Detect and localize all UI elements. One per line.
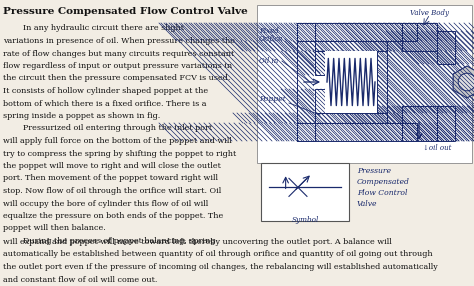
Bar (315, 89, 325, 113)
Text: variations in presence of oil. When pressure changes the: variations in presence of oil. When pres… (3, 37, 235, 45)
Text: stop. Now flow of oil through the orifice will start. Oil: stop. Now flow of oil through the orific… (3, 187, 221, 195)
Text: automatically be established between quantity of oil through orifice and quantit: automatically be established between qua… (3, 251, 433, 259)
Text: Pressurized oil entering through the inlet port: Pressurized oil entering through the inl… (3, 124, 212, 132)
Text: Fixed: Fixed (259, 27, 279, 35)
Polygon shape (453, 66, 474, 98)
Bar (261, 163, 349, 221)
Text: During the process of poppet balancing, spring: During the process of poppet balancing, … (3, 237, 215, 245)
Text: Poppet: Poppet (259, 95, 286, 103)
Bar (377, 51, 387, 113)
Text: bottom of which there is a fixed orifice. There is a: bottom of which there is a fixed orifice… (3, 100, 207, 108)
Bar (437, 106, 455, 141)
Text: poppet will then balance.: poppet will then balance. (3, 225, 106, 233)
Text: spring inside a poppet as shown in fig.: spring inside a poppet as shown in fig. (3, 112, 160, 120)
Bar (402, 23, 437, 51)
Bar (315, 41, 387, 51)
Bar (437, 31, 455, 64)
Bar (257, 5, 472, 163)
Text: rate of flow changes but many circuits requires constant: rate of flow changes but many circuits r… (3, 49, 234, 57)
Text: try to compress the spring by shifting the poppet to right: try to compress the spring by shifting t… (3, 150, 236, 158)
Bar (297, 23, 417, 41)
Text: flow regardless of input or output pressure variations in: flow regardless of input or output press… (3, 62, 232, 70)
Text: and constant flow of oil will come out.: and constant flow of oil will come out. (3, 275, 157, 283)
Text: It consists of hollow cylinder shaped poppet at the: It consists of hollow cylinder shaped po… (3, 87, 208, 95)
Text: Flow Control: Flow Control (357, 189, 408, 197)
Text: will occupy the bore of cylinder this flow of oil will: will occupy the bore of cylinder this fl… (3, 200, 208, 208)
Text: Symbol: Symbol (292, 216, 319, 224)
Text: will expand and poppet will move toward left thereby uncovering the outlet port.: will expand and poppet will move toward … (3, 238, 392, 246)
Bar (325, 51, 377, 113)
Text: the outlet port even if the pressure of incoming oil changes, the rebalancing wi: the outlet port even if the pressure of … (3, 263, 438, 271)
Bar (402, 106, 437, 141)
Text: Pressure: Pressure (357, 167, 391, 175)
Bar (297, 123, 417, 141)
Text: Compensated: Compensated (357, 178, 410, 186)
Bar (315, 113, 387, 123)
Text: the circuit then the pressure compensated FCV is used.: the circuit then the pressure compensate… (3, 74, 230, 82)
Text: Valve Body: Valve Body (410, 9, 449, 17)
Text: ↓oil out: ↓oil out (423, 144, 452, 152)
Circle shape (458, 73, 474, 91)
Bar (314, 51, 325, 113)
Text: Pressure Compensated Flow Control Valve: Pressure Compensated Flow Control Valve (3, 7, 248, 16)
Text: equalize the pressure on both ends of the poppet. The: equalize the pressure on both ends of th… (3, 212, 223, 220)
Text: the poppet will move to right and will close the outlet: the poppet will move to right and will c… (3, 162, 221, 170)
Text: Oil in: Oil in (259, 57, 278, 65)
Text: will apply full force on the bottom of the poppet and will: will apply full force on the bottom of t… (3, 137, 232, 145)
Text: Valve: Valve (357, 200, 377, 208)
Text: port. Then movement of the poppet toward right will: port. Then movement of the poppet toward… (3, 174, 218, 182)
Text: Orifice: Orifice (259, 35, 283, 43)
Bar (297, 23, 315, 141)
Bar (315, 51, 325, 75)
Text: In any hydraulic circuit there are slight: In any hydraulic circuit there are sligh… (3, 25, 184, 33)
